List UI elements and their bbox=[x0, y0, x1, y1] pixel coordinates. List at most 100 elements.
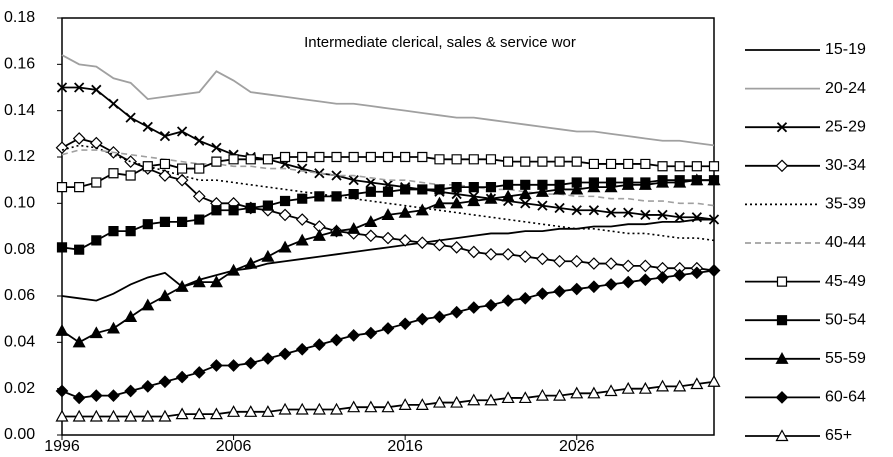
marker bbox=[673, 268, 687, 282]
marker bbox=[400, 184, 411, 195]
y-tick-label: 0.04 bbox=[4, 334, 35, 351]
legend-label: 45-49 bbox=[825, 273, 866, 290]
marker bbox=[691, 161, 702, 172]
marker bbox=[279, 195, 291, 207]
marker bbox=[690, 266, 704, 280]
y-tick-label: 0.02 bbox=[4, 380, 35, 397]
marker bbox=[209, 275, 223, 288]
marker bbox=[673, 175, 687, 188]
marker bbox=[621, 381, 635, 394]
marker bbox=[398, 205, 412, 218]
x-tick-label: 2006 bbox=[216, 438, 252, 455]
marker bbox=[674, 161, 685, 172]
y-tick-label: 0.00 bbox=[4, 426, 35, 443]
marker bbox=[261, 405, 275, 417]
marker bbox=[211, 205, 222, 216]
marker bbox=[484, 191, 498, 204]
marker bbox=[433, 238, 446, 252]
marker bbox=[106, 409, 120, 422]
marker bbox=[708, 214, 720, 225]
marker bbox=[278, 208, 292, 222]
marker bbox=[415, 312, 429, 326]
legend-marker bbox=[775, 159, 789, 173]
marker bbox=[501, 247, 515, 261]
marker bbox=[415, 398, 429, 410]
legend-marker bbox=[776, 315, 788, 326]
marker bbox=[621, 259, 635, 273]
marker bbox=[331, 170, 342, 181]
marker bbox=[142, 121, 153, 133]
marker bbox=[707, 264, 721, 277]
marker bbox=[398, 234, 412, 247]
marker bbox=[535, 185, 549, 197]
legend-label: 20-24 bbox=[825, 80, 866, 97]
marker bbox=[72, 335, 86, 348]
marker bbox=[227, 263, 241, 276]
marker bbox=[297, 193, 308, 204]
marker bbox=[691, 212, 702, 223]
x-tick-label: 2016 bbox=[387, 438, 423, 455]
marker bbox=[623, 207, 634, 218]
marker bbox=[279, 151, 291, 163]
marker bbox=[158, 169, 172, 182]
marker bbox=[451, 154, 462, 165]
legend-label: 35-39 bbox=[825, 196, 866, 213]
legend-marker bbox=[775, 352, 789, 364]
marker bbox=[690, 173, 704, 186]
marker bbox=[55, 324, 69, 336]
marker bbox=[365, 177, 376, 188]
marker bbox=[467, 194, 481, 207]
marker bbox=[485, 182, 497, 193]
marker bbox=[89, 409, 103, 422]
y-tick-label: 0.12 bbox=[4, 148, 35, 165]
marker bbox=[175, 173, 189, 187]
legend-label: 65+ bbox=[825, 427, 852, 444]
marker bbox=[159, 216, 171, 227]
marker bbox=[331, 151, 342, 163]
marker bbox=[278, 402, 292, 415]
marker bbox=[503, 156, 514, 167]
marker bbox=[124, 384, 137, 398]
marker bbox=[124, 310, 138, 322]
marker bbox=[518, 291, 532, 305]
marker bbox=[141, 409, 155, 422]
marker bbox=[604, 180, 618, 193]
legend-label: 60-64 bbox=[825, 389, 866, 406]
marker bbox=[638, 178, 652, 190]
marker bbox=[347, 400, 361, 413]
marker bbox=[330, 224, 344, 237]
marker bbox=[312, 402, 326, 415]
marker bbox=[244, 256, 258, 269]
marker bbox=[382, 151, 394, 163]
legend-marker bbox=[775, 391, 789, 404]
marker bbox=[657, 161, 668, 172]
marker bbox=[56, 182, 68, 193]
marker bbox=[245, 154, 256, 165]
marker bbox=[262, 200, 273, 211]
marker bbox=[707, 374, 721, 387]
marker bbox=[587, 180, 601, 193]
marker bbox=[177, 216, 188, 227]
marker bbox=[194, 214, 205, 225]
marker bbox=[142, 161, 153, 172]
marker bbox=[159, 158, 171, 170]
marker bbox=[484, 247, 498, 261]
marker bbox=[381, 208, 395, 221]
series-line bbox=[61, 54, 715, 147]
marker bbox=[192, 366, 206, 379]
marker bbox=[417, 151, 428, 163]
marker bbox=[518, 250, 532, 263]
marker bbox=[227, 405, 241, 417]
marker bbox=[518, 187, 532, 200]
marker bbox=[314, 191, 325, 202]
marker bbox=[587, 257, 601, 270]
marker bbox=[72, 132, 86, 145]
marker bbox=[535, 388, 549, 401]
marker bbox=[674, 212, 685, 223]
marker bbox=[520, 156, 531, 167]
marker bbox=[570, 386, 584, 399]
marker bbox=[605, 158, 617, 170]
marker bbox=[501, 189, 515, 202]
